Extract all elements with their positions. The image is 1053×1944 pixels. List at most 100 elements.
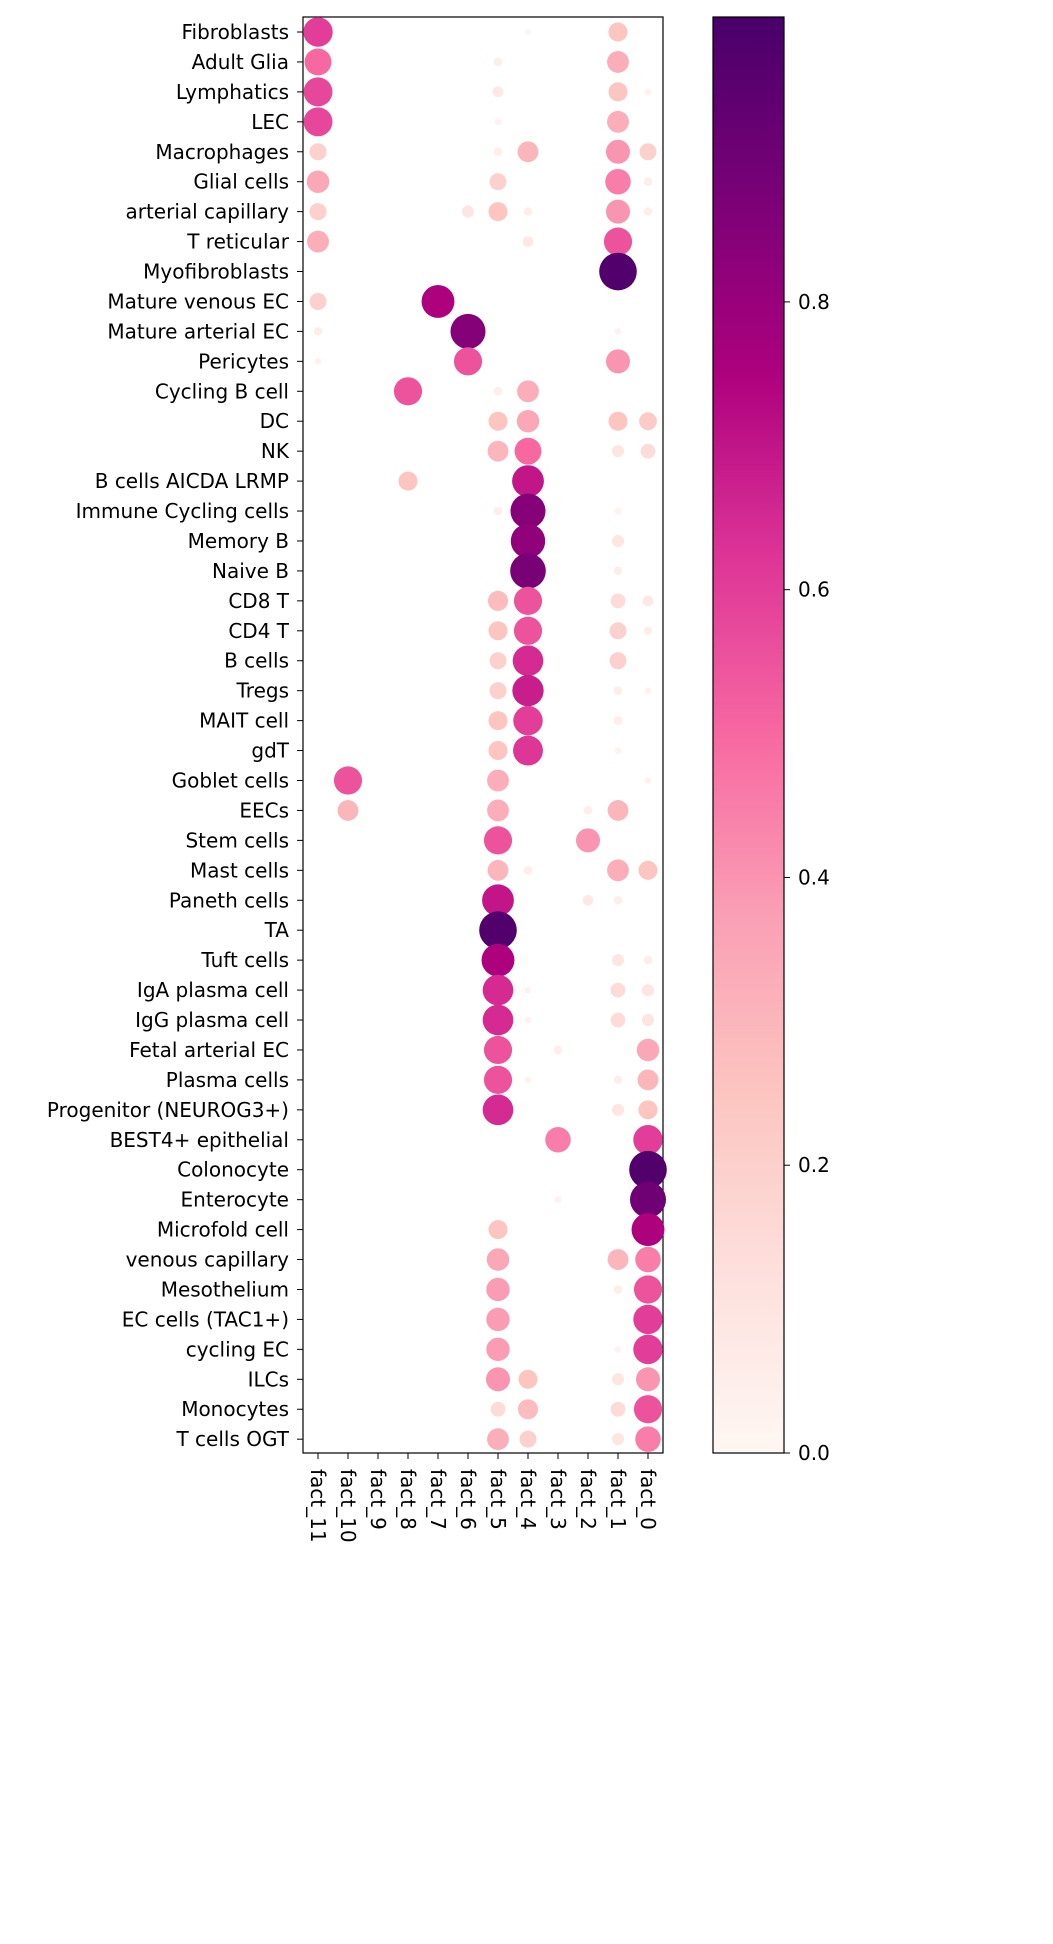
dot — [482, 1094, 514, 1126]
row-label: Mature arterial EC — [107, 319, 289, 343]
row-label: Naive B — [212, 559, 289, 583]
dot — [609, 622, 627, 640]
dot — [513, 705, 543, 736]
dot — [641, 984, 655, 997]
dot — [609, 652, 627, 670]
dot — [635, 1367, 661, 1392]
dot — [479, 911, 517, 950]
dot — [461, 205, 475, 218]
row-label: BEST4+ epithelial — [110, 1128, 289, 1152]
dot — [486, 1337, 510, 1362]
dot — [523, 207, 533, 216]
dot — [524, 1016, 532, 1024]
dot — [493, 387, 503, 396]
dot — [488, 711, 508, 731]
row-label: Adult Glia — [192, 50, 289, 74]
dot — [303, 107, 333, 137]
dot — [313, 327, 323, 336]
dot — [493, 57, 503, 67]
dot — [487, 440, 509, 462]
row-label: Fibroblasts — [181, 20, 289, 44]
row-label: gdT — [251, 739, 289, 763]
dot — [337, 800, 359, 821]
row-label: Pericytes — [198, 349, 289, 373]
dot — [610, 1012, 626, 1028]
row-label: Colonocyte — [177, 1158, 289, 1182]
row-label: Progenitor (NEUROG3+) — [47, 1098, 289, 1122]
dot — [514, 437, 542, 465]
dot — [510, 493, 546, 529]
dot — [333, 766, 363, 795]
dot — [517, 141, 539, 163]
dot — [314, 358, 322, 365]
dot — [599, 252, 637, 291]
dot — [485, 1367, 511, 1392]
dot — [488, 202, 508, 222]
dot — [303, 77, 333, 107]
dot — [481, 943, 515, 977]
dot — [524, 986, 532, 994]
row-label: Glial cells — [193, 170, 289, 194]
dot — [516, 409, 540, 433]
dot — [614, 1346, 622, 1353]
row-label: Memory B — [188, 529, 289, 553]
dot — [607, 110, 629, 133]
column-label: fact_10 — [336, 1469, 360, 1543]
dot — [513, 616, 543, 645]
row-label: T reticular — [186, 230, 290, 254]
dot — [486, 1248, 510, 1271]
dot — [629, 1150, 667, 1189]
dot — [610, 593, 626, 609]
plot-area — [302, 16, 664, 1454]
dot — [493, 147, 503, 157]
dot — [608, 22, 628, 42]
column-labels: fact_11 fact_10 fact_9 fact_8 fact_7 fact_6 fa… — [306, 1453, 660, 1543]
dot — [644, 687, 652, 694]
row-label: TA — [264, 918, 290, 942]
dot — [614, 747, 622, 754]
dot — [607, 1249, 629, 1270]
dot — [613, 1285, 623, 1294]
dot — [489, 652, 507, 670]
row-label: Immune Cycling cells — [76, 499, 289, 523]
dot — [607, 800, 629, 821]
colorbar: 0.0 0.2 0.4 0.6 0.8 — [712, 16, 830, 1465]
dot — [613, 1075, 623, 1085]
column-label: fact_3 — [546, 1469, 570, 1530]
row-label: Plasma cells — [166, 1068, 289, 1092]
dot — [639, 143, 657, 161]
dot — [519, 1430, 537, 1448]
dot — [611, 1103, 625, 1116]
dot — [641, 1014, 655, 1027]
dot — [635, 1426, 661, 1452]
dot — [453, 347, 483, 376]
dot — [554, 1196, 562, 1203]
dot — [483, 826, 513, 855]
dot — [489, 682, 507, 700]
dot — [487, 859, 509, 881]
dot — [482, 1004, 514, 1036]
dot — [307, 230, 329, 253]
dot — [492, 86, 504, 98]
dot — [486, 1277, 510, 1302]
row-label: CD8 T — [228, 589, 289, 613]
dot — [605, 139, 631, 164]
dot — [398, 471, 418, 491]
dot — [309, 203, 327, 221]
dot — [643, 177, 653, 186]
row-label: Mesothelium — [161, 1277, 289, 1301]
dot — [488, 741, 508, 761]
dot — [523, 866, 533, 875]
dot — [605, 168, 631, 195]
dot — [608, 411, 628, 431]
row-label: Monocytes — [181, 1397, 289, 1421]
dot — [510, 523, 546, 559]
dot — [643, 626, 653, 636]
colorbar-gradient — [712, 16, 785, 1454]
row-label: ILCs — [248, 1367, 289, 1391]
row-label: Goblet cells — [172, 769, 289, 793]
row-label: B cells AICDA LRMP — [95, 469, 289, 493]
dot — [553, 1045, 563, 1055]
